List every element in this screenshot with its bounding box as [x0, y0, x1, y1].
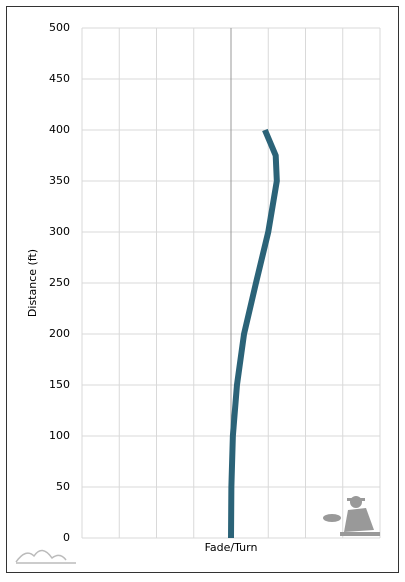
y-tick-label: 250 — [49, 276, 70, 289]
x-axis-label: Fade/Turn — [205, 541, 258, 554]
flight-path — [228, 128, 280, 539]
logo — [323, 496, 380, 536]
y-tick-label: 450 — [49, 72, 70, 85]
y-axis-label: Distance (ft) — [26, 249, 39, 317]
y-tick-label: 100 — [49, 429, 70, 442]
y-tick-label: 300 — [49, 225, 70, 238]
y-tick-label: 200 — [49, 327, 70, 340]
brand-mark — [15, 549, 76, 564]
y-tick-label: 350 — [49, 174, 70, 187]
frame — [6, 6, 399, 573]
y-tick-label: 500 — [49, 21, 70, 34]
y-tick-label: 50 — [56, 480, 70, 493]
y-tick-label: 400 — [49, 123, 70, 136]
y-tick-label: 150 — [49, 378, 70, 391]
y-tick-label: 0 — [63, 531, 70, 544]
